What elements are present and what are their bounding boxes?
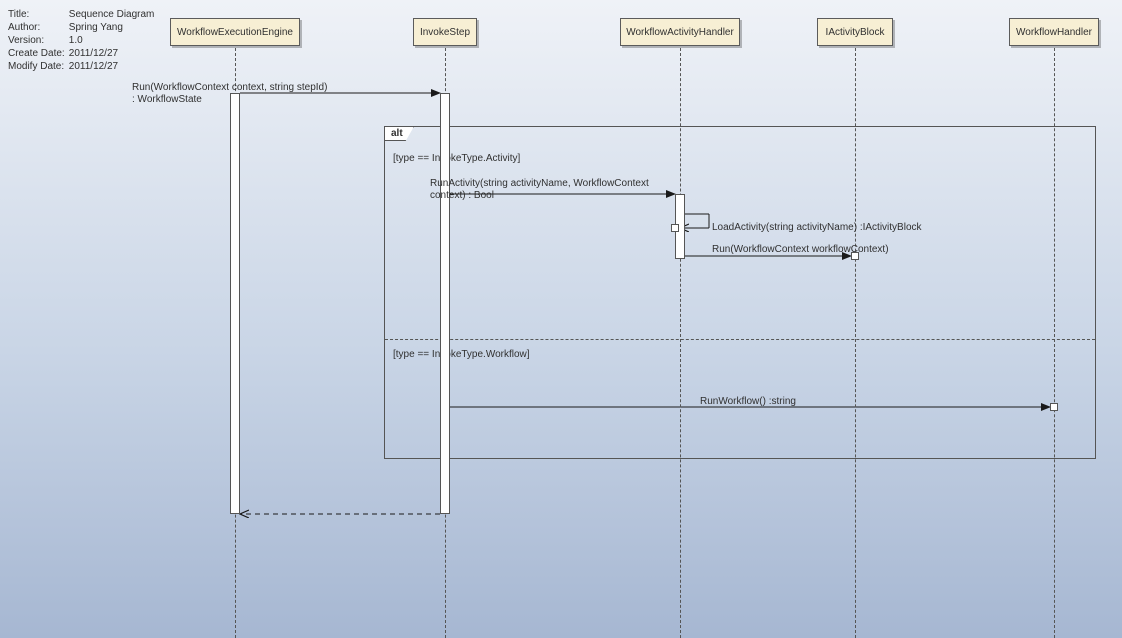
exec-spec-0	[671, 224, 679, 232]
message-label-run: Run(WorkflowContext context, string step…	[132, 82, 332, 106]
meta-version-value: 1.0	[69, 35, 83, 46]
meta-create-label: Create Date:	[8, 47, 66, 60]
message-label-runctx: Run(WorkflowContext workflowContext)	[712, 244, 889, 255]
meta-modify-value: 2011/12/27	[69, 61, 118, 72]
meta-modify-label: Modify Date:	[8, 60, 66, 73]
meta-create-value: 2011/12/27	[69, 48, 118, 59]
participant-invoke: InvokeStep	[413, 18, 477, 46]
activation-engine	[230, 93, 240, 514]
message-label-loadactivity_self: LoadActivity(string activityName) :IActi…	[712, 222, 922, 233]
meta-version-row: Version: 1.0	[8, 34, 154, 47]
sequence-diagram-canvas: Title: Sequence Diagram Author: Spring Y…	[0, 0, 1122, 638]
meta-title-row: Title: Sequence Diagram	[8, 8, 154, 21]
alt-divider	[385, 339, 1095, 340]
participant-whand: WorkflowHandler	[1009, 18, 1099, 46]
meta-author-value: Spring Yang	[69, 22, 123, 33]
meta-modify-row: Modify Date: 2011/12/27	[8, 60, 154, 73]
meta-title-value: Sequence Diagram	[69, 9, 155, 20]
meta-version-label: Version:	[8, 34, 66, 47]
alt-operator-label: alt	[385, 127, 414, 141]
activation-invoke	[440, 93, 450, 514]
participant-engine: WorkflowExecutionEngine	[170, 18, 300, 46]
exec-spec-2	[1050, 403, 1058, 411]
alt-guard-0: [type == InvokeType.Activity]	[393, 153, 520, 164]
alt-frame: alt [type == InvokeType.Activity] [type ==…	[384, 126, 1096, 459]
message-label-runactivity: RunActivity(string activityName, Workflo…	[430, 178, 660, 202]
meta-title-label: Title:	[8, 8, 66, 21]
meta-create-row: Create Date: 2011/12/27	[8, 47, 154, 60]
diagram-metadata: Title: Sequence Diagram Author: Spring Y…	[8, 8, 154, 73]
meta-author-row: Author: Spring Yang	[8, 21, 154, 34]
participant-handler: WorkflowActivityHandler	[620, 18, 740, 46]
message-label-runworkflow: RunWorkflow() :string	[700, 396, 796, 407]
alt-guard-1: [type == InvokeType.Workflow]	[393, 349, 530, 360]
participant-iact: IActivityBlock	[817, 18, 893, 46]
meta-author-label: Author:	[8, 21, 66, 34]
